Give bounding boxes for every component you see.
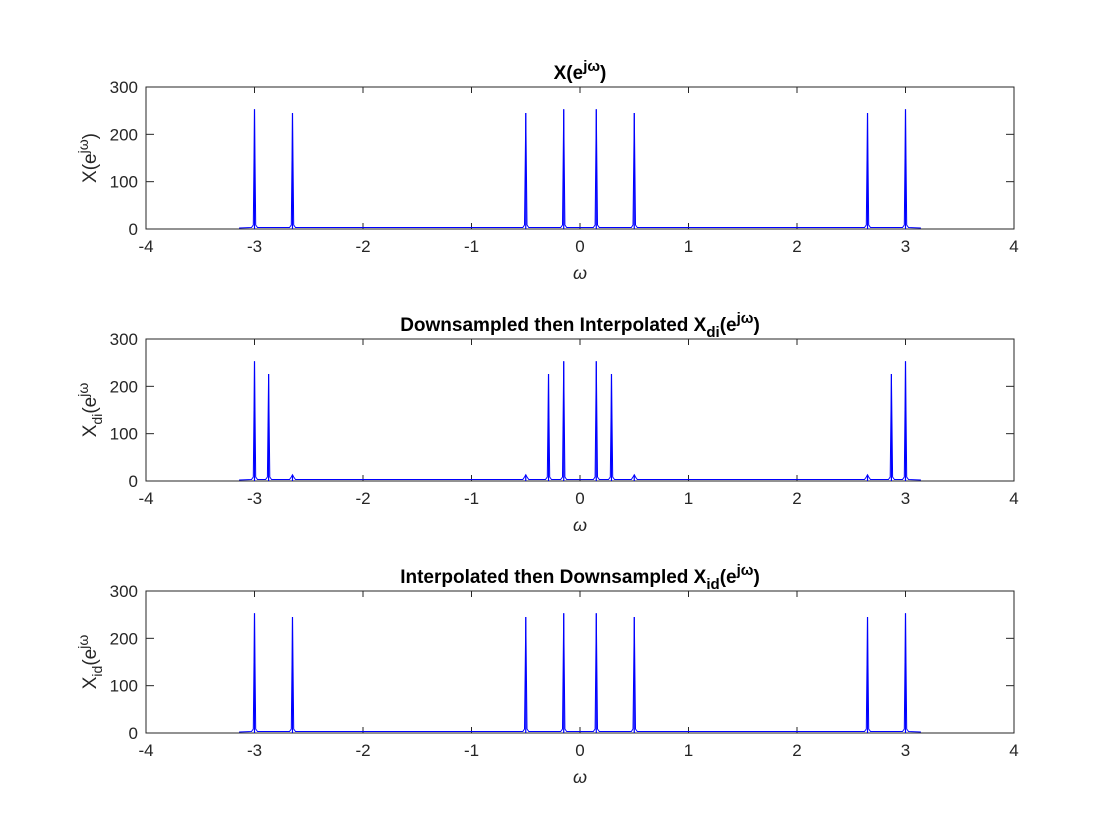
x-tick-label: -1 (464, 489, 479, 508)
text-part-normal: X (80, 424, 101, 437)
text-part-normal: ) (753, 315, 759, 336)
x-tick-label: 0 (575, 489, 584, 508)
x-tick-label: 1 (684, 741, 693, 760)
x-tick-label: 3 (901, 237, 910, 256)
text-part-sup: jω (736, 562, 754, 579)
text-part-sup: jω (75, 635, 91, 650)
subplot-3: -4 -3 -2 -1 0 1 2 3 4 0 100 200 300 Interpolated then… (75, 562, 1019, 787)
text-part-sup: jω (736, 310, 754, 327)
x-axis-label: ω (573, 767, 587, 787)
x-tick-label: -1 (464, 741, 479, 760)
x-tick-label: -2 (355, 489, 370, 508)
text-part-normal: (e (720, 567, 737, 588)
x-tick-label: 4 (1009, 237, 1018, 256)
text-part-sub: di (89, 414, 105, 425)
text-part-normal: (e (80, 397, 101, 414)
x-tick-label: 3 (901, 741, 910, 760)
text-part-sup: jω (75, 139, 91, 154)
y-tick-label: 300 (110, 330, 138, 349)
subplot-2: -4 -3 -2 -1 0 1 2 3 4 0 100 200 300 Downsampled then … (75, 310, 1019, 535)
y-axis-label: X(ejω) (75, 133, 101, 183)
chart-title: Downsampled then Interpolated Xdi(ejω) (400, 310, 760, 341)
y-tick-label: 0 (129, 472, 138, 491)
text-part-normal: ) (753, 567, 759, 588)
y-tick-label: 200 (110, 125, 138, 144)
text-part-normal: X (80, 676, 101, 689)
axes-box (145, 590, 1015, 734)
text-part-normal: (e (80, 649, 101, 666)
text-part-normal: (e (720, 315, 737, 336)
x-tick-label: -2 (355, 237, 370, 256)
x-tick-label: 0 (575, 237, 584, 256)
y-tick-label: 0 (129, 220, 138, 239)
x-tick-label: -3 (247, 489, 262, 508)
x-tick-label: 4 (1009, 741, 1018, 760)
x-tick-label: -4 (138, 741, 153, 760)
y-tick-label: 300 (110, 582, 138, 601)
x-tick-label: -4 (138, 237, 153, 256)
y-tick-label: 300 (110, 78, 138, 97)
x-axis-label: ω (573, 263, 587, 283)
x-tick-label: 2 (792, 237, 801, 256)
text-part-normal: X(e (554, 63, 584, 84)
x-tick-label: 1 (684, 237, 693, 256)
x-tick-label: 3 (901, 489, 910, 508)
x-tick-label: -2 (355, 741, 370, 760)
x-tick-label: -4 (138, 489, 153, 508)
y-axis-label: Xdi(ejω (75, 383, 105, 438)
text-part-sup: jω (75, 383, 91, 398)
chart-title: X(ejω) (554, 58, 607, 84)
text-part-normal: Downsampled then Interpolated X (400, 315, 706, 336)
text-part-normal: ) (600, 63, 606, 84)
text-part-sub: id (89, 666, 105, 677)
x-axis-label: ω (573, 515, 587, 535)
y-tick-label: 200 (110, 629, 138, 648)
axes-box (145, 86, 1015, 230)
x-tick-label: 2 (792, 741, 801, 760)
x-tick-label: -1 (464, 237, 479, 256)
y-tick-label: 100 (110, 173, 138, 192)
y-tick-label: 200 (110, 377, 138, 396)
text-part-sub: di (706, 324, 719, 341)
x-tick-label: 0 (575, 741, 584, 760)
series-line (239, 361, 921, 481)
y-tick-label: 100 (110, 677, 138, 696)
x-tick-label: 4 (1009, 489, 1018, 508)
text-part-sup: jω (582, 58, 600, 75)
y-tick-label: 0 (129, 724, 138, 743)
x-tick-label: -3 (247, 237, 262, 256)
series-line (239, 613, 921, 733)
text-part-normal: ) (80, 133, 101, 139)
x-tick-label: -3 (247, 741, 262, 760)
y-axis-label: Xid(ejω (75, 635, 105, 690)
y-tick-label: 100 (110, 425, 138, 444)
x-tick-label: 2 (792, 489, 801, 508)
chart-title: Interpolated then Downsampled Xid(ejω) (400, 562, 760, 593)
series-line (239, 109, 921, 229)
text-part-sub: id (706, 576, 719, 593)
x-tick-label: 1 (684, 489, 693, 508)
text-part-normal: Interpolated then Downsampled X (400, 567, 706, 588)
axes-box (145, 338, 1015, 482)
text-part-normal: X(e (80, 153, 101, 183)
